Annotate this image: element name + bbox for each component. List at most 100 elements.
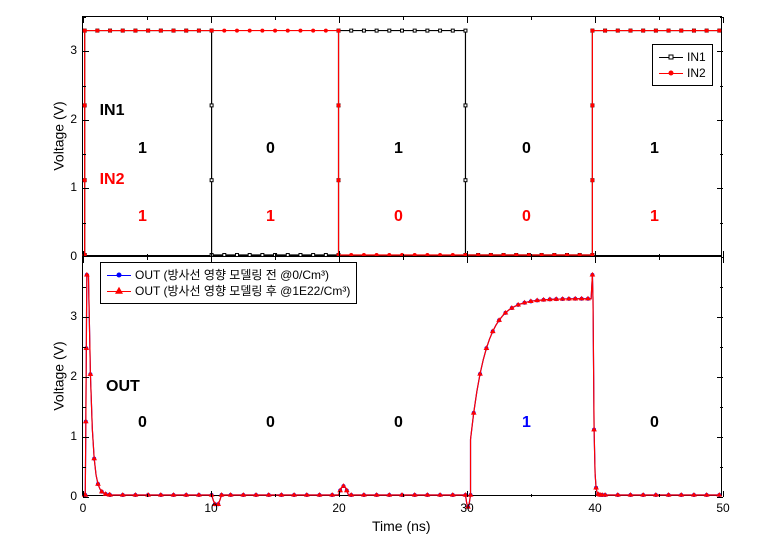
x-tick (211, 17, 212, 23)
legend-label: OUT (방사선 영향 모델링 후 @1E22/Cm³) (135, 283, 350, 299)
x-tick (467, 17, 468, 23)
x-tick (83, 491, 84, 497)
y-tick (717, 437, 723, 438)
x-tick-label: 40 (585, 501, 605, 515)
legend-item: IN1 (659, 49, 706, 65)
x-tick (595, 257, 596, 263)
y-tick-label: 3 (57, 43, 77, 57)
x-tick-label: 30 (457, 501, 477, 515)
x-tick (723, 17, 724, 23)
y-tick (717, 377, 723, 378)
y-tick-minor (83, 287, 86, 288)
overlay-text: 0 (266, 414, 275, 432)
overlay-text: 0 (522, 208, 531, 226)
x-tick (723, 491, 724, 497)
legend-label: IN1 (687, 49, 706, 65)
overlay-text: 1 (650, 208, 659, 226)
x-tick-minor (147, 494, 148, 497)
overlay-text: OUT (106, 378, 140, 396)
x-tick (723, 257, 724, 263)
overlay-text: 0 (138, 414, 147, 432)
y-tick (717, 51, 723, 52)
x-tick (339, 17, 340, 23)
overlay-text: 0 (266, 140, 275, 158)
x-tick-minor (147, 257, 148, 260)
y-tick-minor (83, 86, 86, 87)
overlay-text: IN1 (100, 102, 125, 120)
y-tick-minor (83, 154, 86, 155)
y-tick (83, 377, 89, 378)
overlay-text: 1 (138, 208, 147, 226)
x-tick-minor (403, 17, 404, 20)
legend-item: OUT (방사선 영향 모델링 후 @1E22/Cm³) (107, 283, 350, 299)
x-tick (339, 491, 340, 497)
y-tick (83, 188, 89, 189)
y-tick (83, 317, 89, 318)
x-tick-minor (659, 17, 660, 20)
x-tick-minor (659, 257, 660, 260)
y-tick-minor (83, 223, 86, 224)
x-tick (211, 491, 212, 497)
x-tick-minor (147, 17, 148, 20)
y-tick (83, 497, 89, 498)
legend-swatch (659, 67, 683, 79)
y-tick-minor (83, 467, 86, 468)
y-tick-label: 3 (57, 309, 77, 323)
y-tick-minor (720, 287, 723, 288)
x-tick-label: 20 (329, 501, 349, 515)
y-tick-minor (83, 407, 86, 408)
y-tick (83, 120, 89, 121)
x-tick-minor (403, 257, 404, 260)
x-tick-minor (531, 257, 532, 260)
y-tick-minor (720, 347, 723, 348)
legend-swatch (659, 51, 683, 63)
y-tick-minor (720, 223, 723, 224)
x-tick-minor (275, 494, 276, 497)
x-axis-label-bottom: Time (ns) (372, 518, 431, 534)
overlay-text: 1 (266, 208, 275, 226)
x-tick (595, 491, 596, 497)
y-tick-label: 1 (57, 429, 77, 443)
x-tick-label: 50 (713, 501, 733, 515)
legend-label: OUT (방사선 영향 모델링 전 @0/Cm³) (135, 267, 329, 283)
legend-item: OUT (방사선 영향 모델링 전 @0/Cm³) (107, 267, 350, 283)
figure-root: 0123 Voltage (V) 012301020304050 Voltage… (0, 0, 760, 537)
x-tick-label: 0 (73, 501, 93, 515)
y-tick (83, 437, 89, 438)
y-tick-minor (720, 154, 723, 155)
x-tick (83, 17, 84, 23)
x-tick-minor (275, 17, 276, 20)
x-tick-minor (403, 494, 404, 497)
overlay-text: 0 (522, 140, 531, 158)
x-tick-minor (275, 257, 276, 260)
y-tick (717, 497, 723, 498)
legend-label: IN2 (687, 65, 706, 81)
overlay-text: 1 (394, 140, 403, 158)
overlay-text: 0 (650, 414, 659, 432)
y-tick-minor (720, 86, 723, 87)
legend-swatch (107, 269, 131, 281)
x-tick (83, 257, 84, 263)
x-tick-minor (531, 494, 532, 497)
y-tick (717, 317, 723, 318)
y-tick-label: 0 (57, 249, 77, 263)
y-tick-minor (720, 467, 723, 468)
legend-top: IN1IN2 (652, 44, 713, 86)
legend-item: IN2 (659, 65, 706, 81)
y-tick-minor (720, 407, 723, 408)
y-axis-label-top: Voltage (V) (51, 101, 67, 170)
overlay-text: 1 (138, 140, 147, 158)
x-tick-minor (531, 17, 532, 20)
x-tick-minor (659, 494, 660, 497)
overlay-text: IN2 (100, 171, 125, 189)
y-tick-minor (83, 347, 86, 348)
overlay-text: 1 (650, 140, 659, 158)
y-tick (717, 188, 723, 189)
y-tick (717, 120, 723, 121)
overlay-text: 1 (522, 414, 531, 432)
y-tick-label: 1 (57, 180, 77, 194)
x-tick (467, 491, 468, 497)
x-tick (595, 17, 596, 23)
y-axis-label-bottom: Voltage (V) (51, 341, 67, 410)
overlay-text: 0 (394, 414, 403, 432)
